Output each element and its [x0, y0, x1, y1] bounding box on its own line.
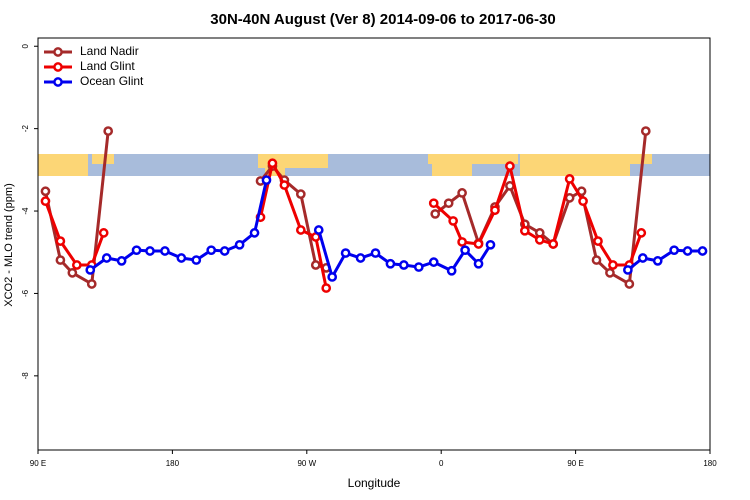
point — [636, 228, 647, 238]
point — [640, 126, 651, 136]
x-tick-label: 90 E — [567, 459, 583, 468]
point — [249, 228, 260, 238]
legend-marker — [53, 47, 63, 57]
point — [637, 253, 648, 263]
point — [591, 255, 602, 265]
point — [490, 205, 500, 216]
legend-label: Land Glint — [80, 59, 135, 73]
legend-marker — [53, 77, 63, 87]
point — [321, 283, 332, 293]
point — [593, 236, 603, 246]
point — [697, 246, 708, 256]
x-tick-label: 180 — [703, 459, 717, 468]
point — [623, 265, 633, 275]
point — [267, 158, 278, 169]
y-tick-label: -8 — [21, 372, 30, 380]
point — [131, 245, 142, 256]
x-tick-label: 0 — [439, 459, 444, 468]
point — [327, 272, 338, 282]
point — [457, 237, 467, 247]
point — [340, 248, 351, 258]
y-axis-label: XCO2 - MLO trend (ppm) — [3, 183, 15, 306]
point — [40, 186, 51, 197]
point — [519, 225, 530, 236]
point — [460, 245, 470, 256]
point — [485, 239, 496, 250]
point — [310, 260, 321, 270]
point — [578, 196, 588, 207]
point — [608, 260, 618, 270]
point — [279, 180, 290, 190]
point — [116, 256, 127, 266]
legend-label: Land Nadir — [80, 44, 139, 58]
point — [624, 279, 635, 289]
point — [101, 253, 112, 263]
x-tick-label: 90 W — [297, 459, 316, 468]
legend-label: Ocean Glint — [80, 74, 144, 88]
point — [669, 245, 680, 256]
point — [40, 196, 51, 207]
point — [473, 258, 484, 269]
point — [313, 225, 324, 235]
point — [473, 239, 484, 249]
map-strip — [38, 154, 710, 176]
point — [652, 256, 663, 266]
y-tick-label: -4 — [21, 207, 30, 215]
point — [385, 258, 396, 269]
point — [446, 265, 457, 276]
point — [85, 265, 96, 275]
point — [234, 239, 245, 250]
series-line — [259, 159, 328, 289]
point — [71, 260, 82, 270]
point — [86, 279, 97, 289]
point — [428, 198, 439, 209]
legend-marker — [53, 62, 63, 72]
point — [145, 246, 155, 256]
point — [355, 253, 366, 263]
point — [295, 189, 306, 199]
point — [206, 245, 217, 256]
point — [448, 216, 458, 226]
y-tick-label: 0 — [21, 43, 30, 48]
point — [98, 228, 109, 238]
point — [55, 236, 66, 246]
y-tick-label: -2 — [21, 125, 30, 133]
point — [605, 267, 615, 278]
y-tick-label: -6 — [21, 289, 30, 297]
plot-frame — [37, 37, 711, 451]
x-axis-label: Longitude — [348, 476, 401, 490]
x-tick-label: 180 — [166, 459, 180, 468]
point — [564, 193, 575, 203]
point — [261, 175, 272, 185]
point — [160, 246, 170, 256]
point — [682, 246, 693, 256]
point — [191, 255, 202, 265]
point — [103, 126, 114, 136]
point — [430, 209, 441, 219]
point — [55, 255, 66, 265]
point — [67, 267, 78, 278]
point — [219, 246, 230, 256]
point — [399, 260, 409, 270]
x-tick-label: 90 E — [30, 459, 46, 468]
point — [295, 225, 306, 235]
point — [413, 262, 424, 272]
point — [443, 198, 454, 209]
point — [548, 239, 559, 249]
chart-title: 30N-40N August (Ver 8) 2014-09-06 to 201… — [210, 11, 555, 28]
point — [505, 161, 515, 171]
point — [428, 257, 439, 267]
point — [370, 248, 381, 258]
point — [564, 174, 575, 184]
point — [176, 253, 187, 263]
point — [534, 235, 545, 245]
point — [457, 188, 467, 198]
